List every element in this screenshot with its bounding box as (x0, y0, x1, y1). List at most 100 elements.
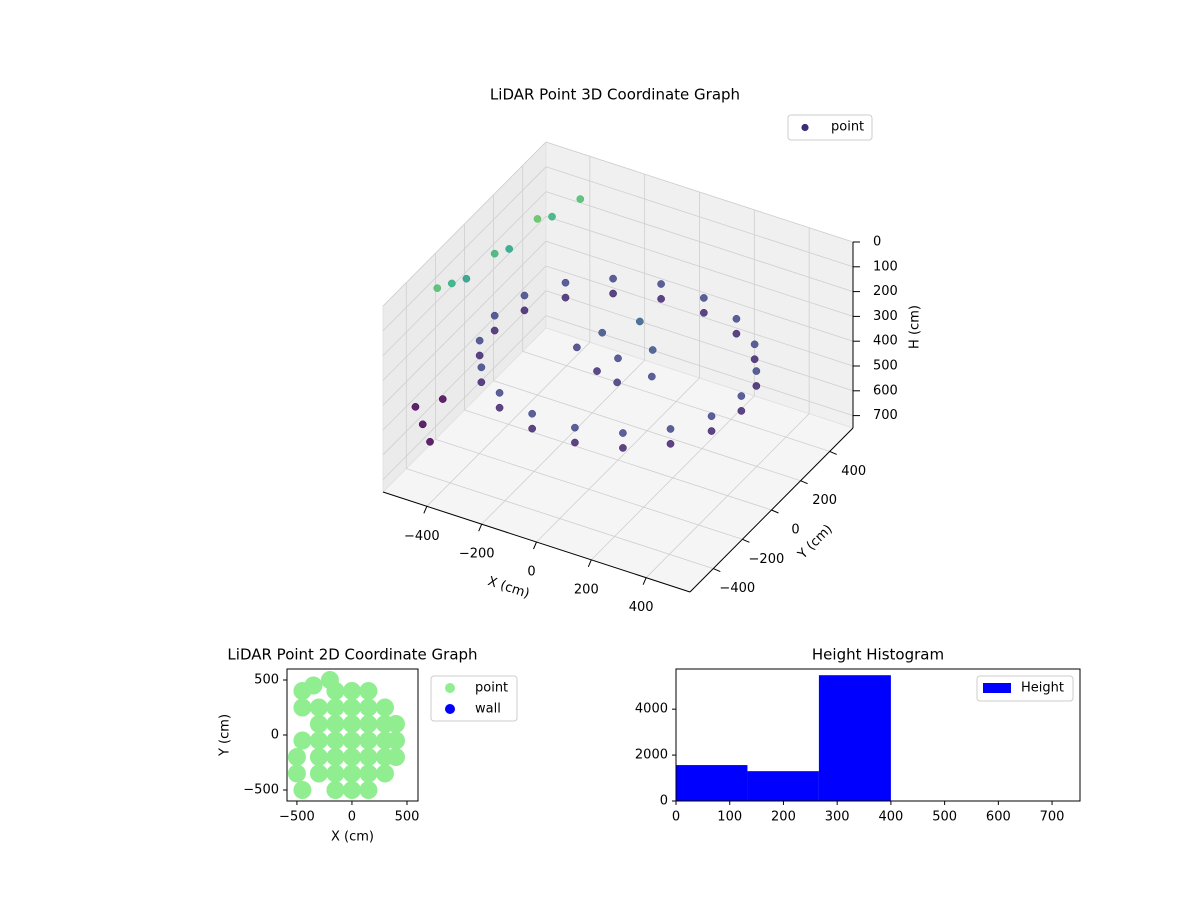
point (326, 698, 345, 717)
x-axis-label: X (cm) (331, 830, 374, 845)
point (438, 395, 447, 403)
point (495, 403, 504, 412)
point (309, 715, 328, 733)
y-tick-label: 500 (254, 673, 279, 688)
grid-line (545, 191, 854, 292)
point (707, 412, 716, 421)
point (657, 295, 665, 303)
point (700, 308, 708, 317)
point (752, 367, 761, 375)
x-tick-mark (533, 541, 537, 550)
bar (818, 675, 891, 801)
x-tick-label: 0 (348, 810, 356, 825)
point (342, 715, 361, 733)
point (326, 764, 345, 783)
x-tick-label: 500 (932, 810, 957, 825)
chart-title: Height Histogram (812, 646, 944, 664)
point (342, 731, 361, 750)
point (386, 731, 405, 750)
point (309, 748, 328, 766)
point (375, 764, 394, 783)
legend-box (976, 675, 1074, 702)
point (462, 274, 471, 283)
grid-line (545, 141, 854, 243)
point (505, 245, 514, 253)
legend-label: point (475, 681, 508, 696)
grid-line (464, 409, 772, 511)
point (326, 682, 345, 700)
y-tick-mark (771, 509, 779, 514)
legend-patch (983, 683, 1011, 693)
x-tick-label: 200 (771, 810, 796, 825)
grid-line (545, 290, 854, 392)
point (573, 343, 581, 352)
y-tick-mark (800, 480, 808, 485)
point (418, 420, 427, 429)
point (666, 425, 675, 433)
point (359, 715, 378, 733)
axes-frame (286, 668, 419, 802)
x-tick-mark (423, 506, 428, 514)
x-tick-label: −400 (404, 529, 440, 544)
legend-label: point (831, 120, 864, 135)
point (657, 280, 665, 288)
point (598, 328, 607, 337)
point (619, 429, 627, 437)
z-tick-label: 500 (873, 359, 898, 374)
z-tick-label: 0 (873, 235, 881, 250)
x-tick-label: 600 (986, 810, 1011, 825)
point (571, 423, 579, 432)
x-tick-mark (478, 523, 483, 532)
chart-title: LiDAR Point 3D Coordinate Graph (490, 86, 740, 104)
point (614, 354, 622, 363)
point (490, 311, 499, 320)
y-tick-mark (742, 538, 750, 543)
x-tick-mark (587, 559, 592, 568)
y-tick-label: 200 (812, 493, 837, 508)
grid-line (545, 166, 854, 268)
point (548, 212, 556, 221)
point (737, 407, 746, 415)
legend-marker (801, 123, 809, 132)
point (342, 781, 361, 799)
point (293, 698, 312, 717)
legend-box (787, 114, 873, 141)
y-tick-label: −400 (719, 581, 755, 596)
x-tick-label: 0 (527, 565, 535, 580)
axes-frame (675, 668, 1081, 802)
point (737, 392, 746, 400)
x-tick-label: 700 (1040, 810, 1065, 825)
point (571, 438, 579, 447)
point (609, 274, 617, 283)
point (593, 367, 601, 375)
x-tick-label: 0 (672, 810, 680, 825)
point (287, 748, 306, 766)
point (609, 289, 617, 298)
x-tick-label: 400 (629, 600, 654, 615)
point (528, 424, 536, 433)
point (386, 748, 405, 766)
x-tick-label: 500 (395, 810, 420, 825)
z-tick-label: 400 (873, 334, 898, 349)
point (533, 215, 542, 223)
point (359, 781, 378, 799)
grid-line (382, 166, 547, 332)
point (426, 437, 434, 446)
y-axis-line (689, 427, 854, 593)
point (490, 249, 499, 258)
point (475, 351, 484, 360)
point (342, 764, 361, 783)
point (477, 378, 486, 387)
grid-line (545, 216, 854, 317)
grid-line (382, 290, 547, 456)
point (375, 698, 394, 717)
y-tick-label: 0 (660, 794, 668, 809)
x-tick-label: −500 (279, 810, 315, 825)
point (495, 389, 504, 397)
point (520, 306, 529, 315)
legend-marker (445, 683, 455, 693)
point (490, 326, 499, 335)
point (359, 682, 378, 700)
y-tick-label: 4000 (635, 702, 668, 717)
point (309, 731, 328, 750)
